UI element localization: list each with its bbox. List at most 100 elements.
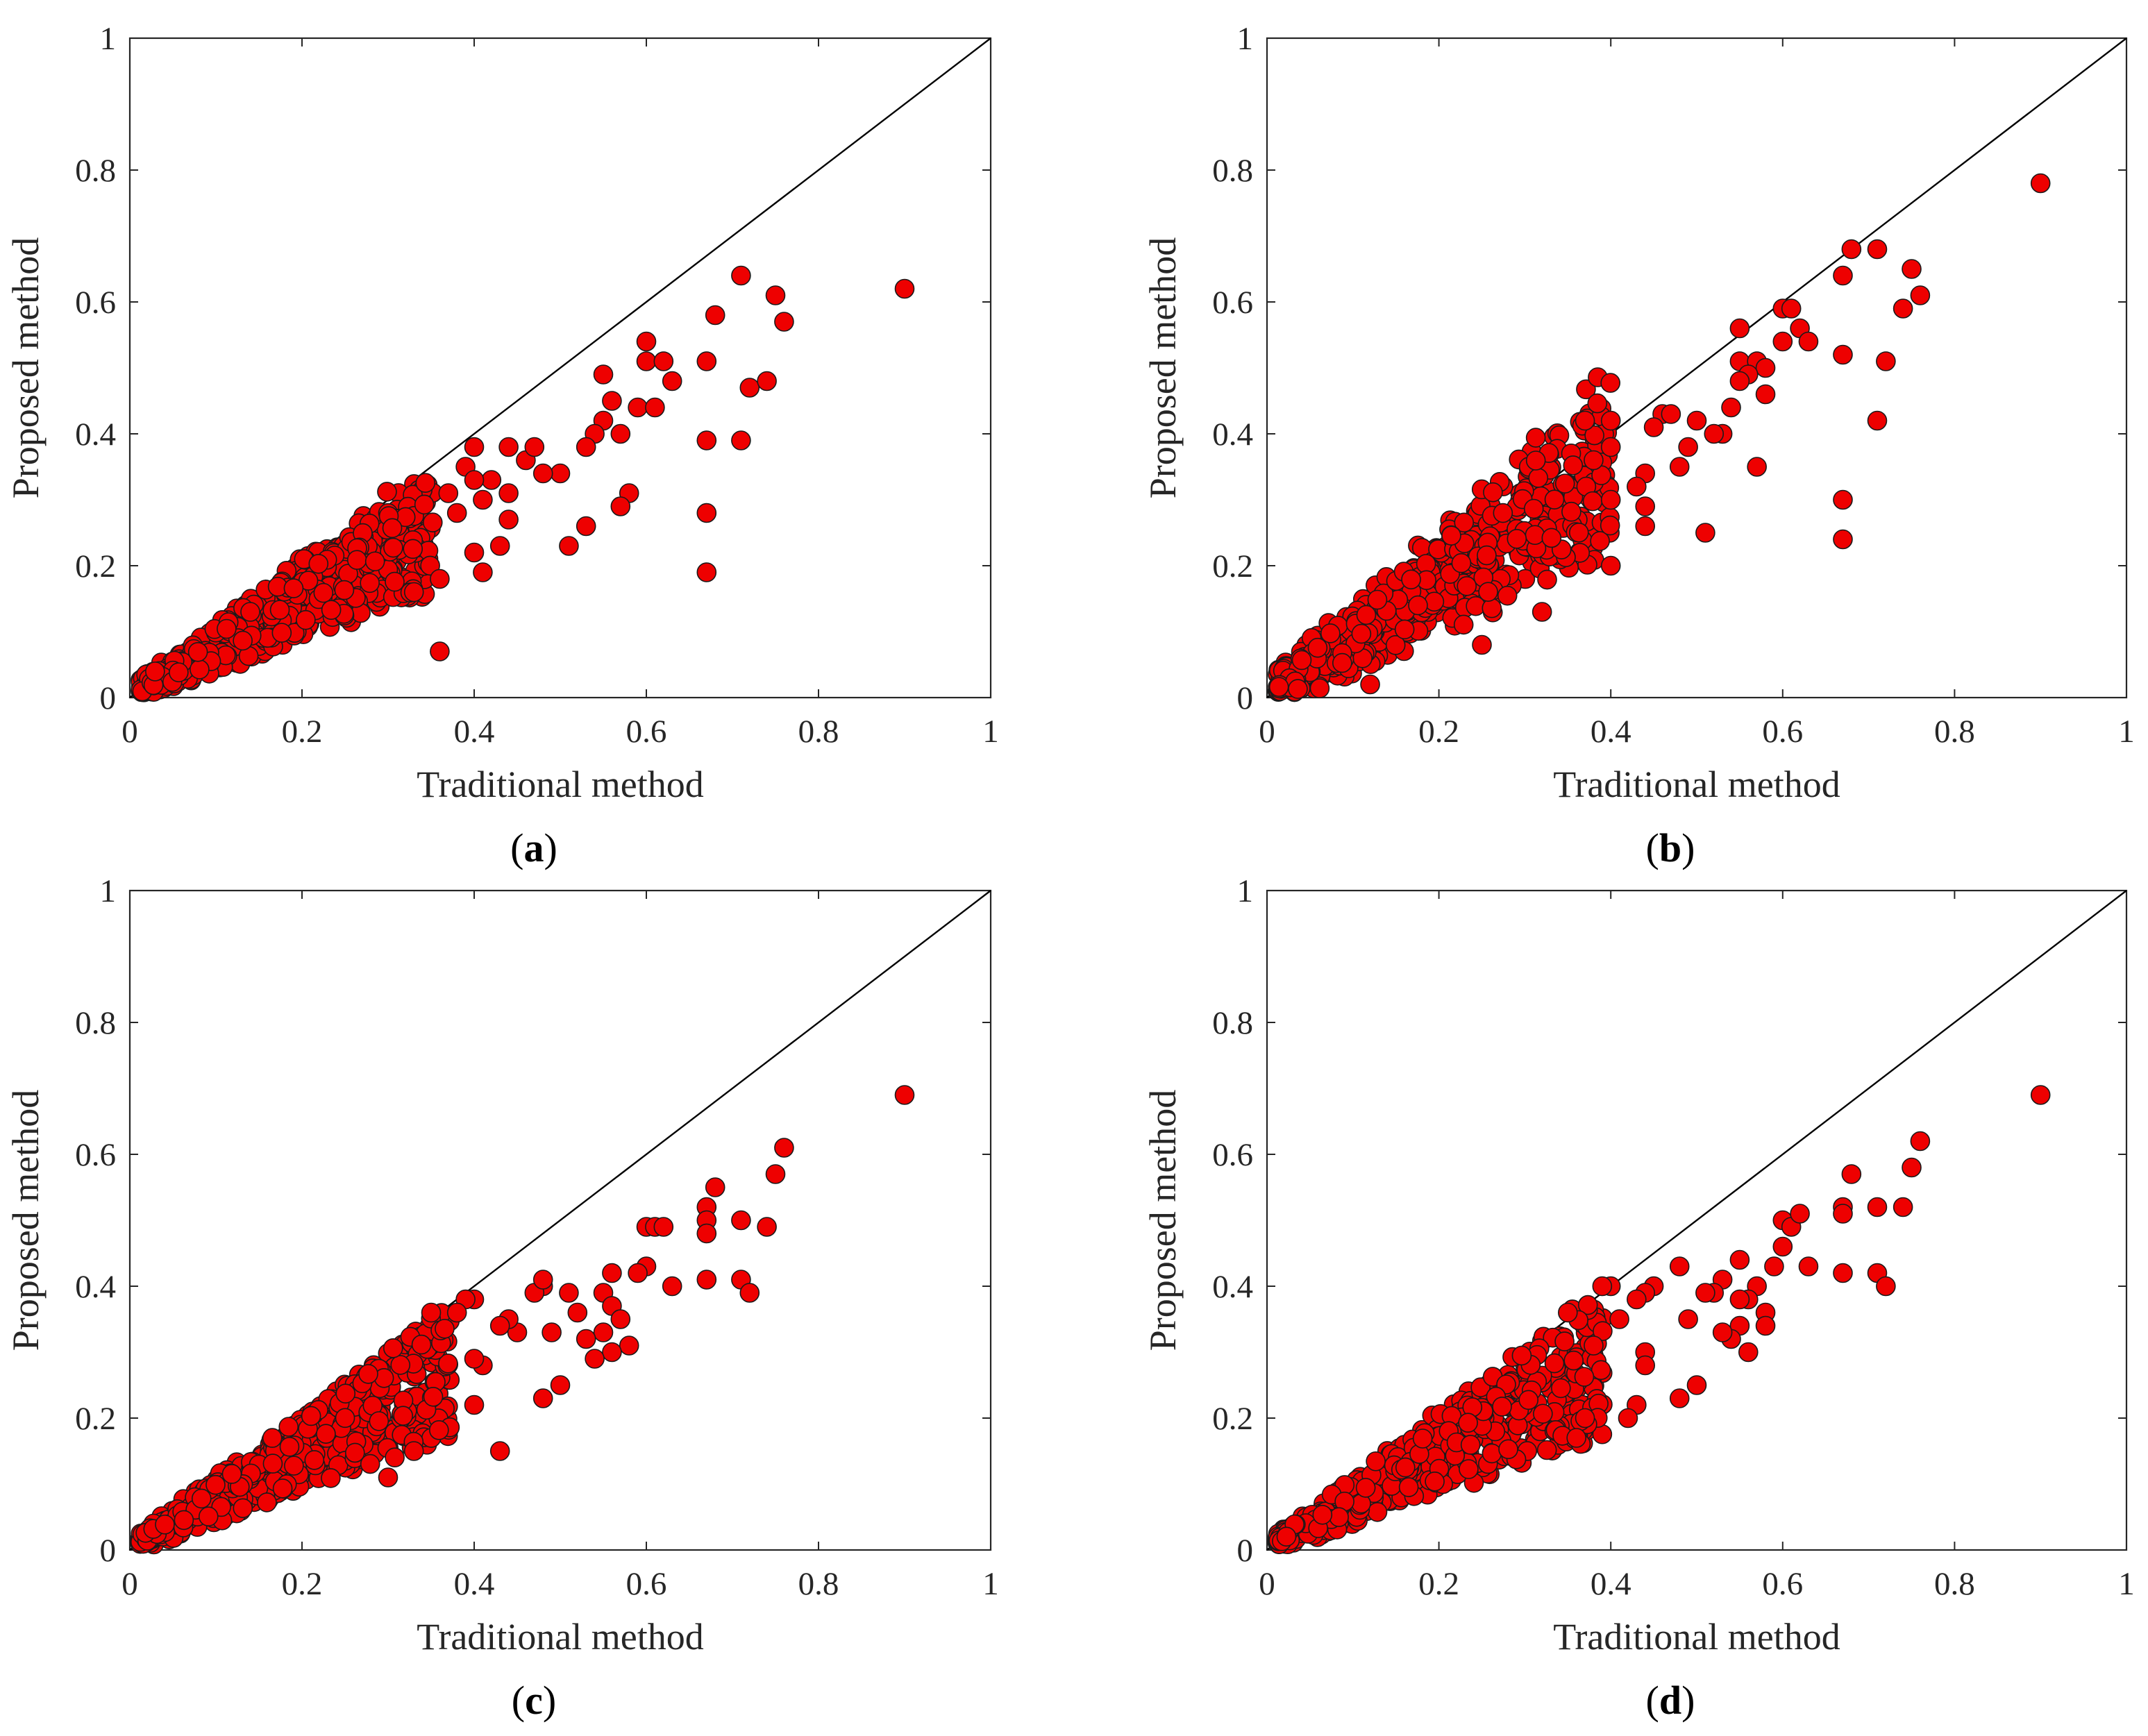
data-point [1329,1507,1349,1527]
y-tick-label: 0 [100,680,117,716]
data-point [1507,528,1527,549]
data-point [1493,503,1513,523]
data-point [262,1453,283,1474]
data-point [1367,589,1388,610]
data-point [1893,1197,1913,1217]
y-tick-label: 1 [100,21,117,57]
data-point [1412,1429,1433,1449]
data-point [1453,614,1474,635]
data-point [435,1318,455,1339]
data-point [1893,298,1913,319]
data-point [567,1302,588,1323]
data-point [377,482,397,502]
data-point [191,1488,212,1509]
data-point [532,463,553,484]
y-tick-label: 0.6 [1212,285,1253,321]
x-tick-label: 0.6 [1762,714,1803,750]
data-point [1478,582,1498,602]
data-point [481,470,502,490]
data-point [542,1322,562,1342]
data-point [610,423,631,444]
data-point [593,364,614,385]
data-point [473,562,493,582]
panel-caption: (a) [510,825,557,870]
y-tick-label: 0 [100,1533,117,1569]
data-point [1833,1263,1853,1283]
data-point [169,662,189,682]
x-tick-label: 1 [982,1566,999,1602]
data-point [1738,1342,1759,1363]
data-point [1554,473,1575,494]
x-tick-label: 0.4 [454,714,495,750]
x-tick-label: 0 [1259,1566,1275,1602]
data-point [364,551,385,572]
data-point [301,1406,321,1426]
data-point [1536,1440,1557,1460]
x-tick-label: 1 [2118,714,2135,750]
y-tick-label: 0.4 [1212,1269,1253,1305]
data-point [233,630,253,651]
data-point [1408,595,1428,616]
data-point [198,1506,219,1527]
data-point [1747,457,1767,477]
data-point [1425,1472,1445,1492]
y-tick-label: 0.6 [75,1137,116,1173]
data-point [1833,1204,1853,1224]
data-point [1755,357,1776,378]
data-point [1695,523,1715,543]
data-point [1798,1256,1819,1276]
data-point [1841,239,1862,260]
data-point [1558,1302,1578,1323]
data-point [705,1177,725,1197]
data-point [1577,1295,1598,1315]
data-point [696,562,717,582]
data-point [610,496,631,516]
y-axis-label: Proposed method [1142,237,1184,498]
y-axis-label: Proposed method [5,237,47,498]
data-point [1525,450,1546,471]
data-point [1394,619,1415,640]
data-point [1790,1204,1810,1224]
x-tick-label: 0 [1259,714,1275,750]
data-point [662,371,682,391]
y-axis-label: Proposed method [5,1090,47,1351]
data-point [489,1441,510,1461]
data-point [1554,1331,1575,1351]
data-point [296,609,316,630]
data-point [430,641,450,661]
data-point [1876,1276,1896,1297]
data-point [415,473,436,493]
x-axis-label: Traditional method [1553,1616,1840,1658]
data-point [1561,501,1581,522]
data-point [257,1492,277,1512]
data-point [1459,1459,1479,1479]
data-point [403,1441,424,1461]
data-point [269,600,290,620]
data-point [1627,476,1647,497]
data-point [1798,331,1819,352]
data-point [1600,437,1621,457]
data-point [757,1217,777,1237]
data-point [1518,1390,1539,1410]
data-point [316,1424,336,1444]
data-point [593,1322,614,1342]
y-tick-label: 1 [1237,21,1254,57]
data-point [334,580,355,600]
data-point [473,489,493,510]
data-point [1541,528,1562,548]
data-point [696,1223,717,1244]
data-point [696,430,717,450]
data-point [1451,553,1472,573]
data-point [602,391,622,411]
x-tick-label: 0.4 [1591,1566,1631,1602]
data-point [1781,298,1802,319]
x-axis-label: Traditional method [417,764,704,805]
data-point [498,483,519,503]
data-point [1575,1408,1595,1429]
data-point [1533,1404,1553,1424]
data-point [1876,351,1896,371]
data-point [346,550,367,570]
data-point [1584,450,1604,471]
data-point [284,1456,304,1476]
data-point [1385,635,1406,655]
